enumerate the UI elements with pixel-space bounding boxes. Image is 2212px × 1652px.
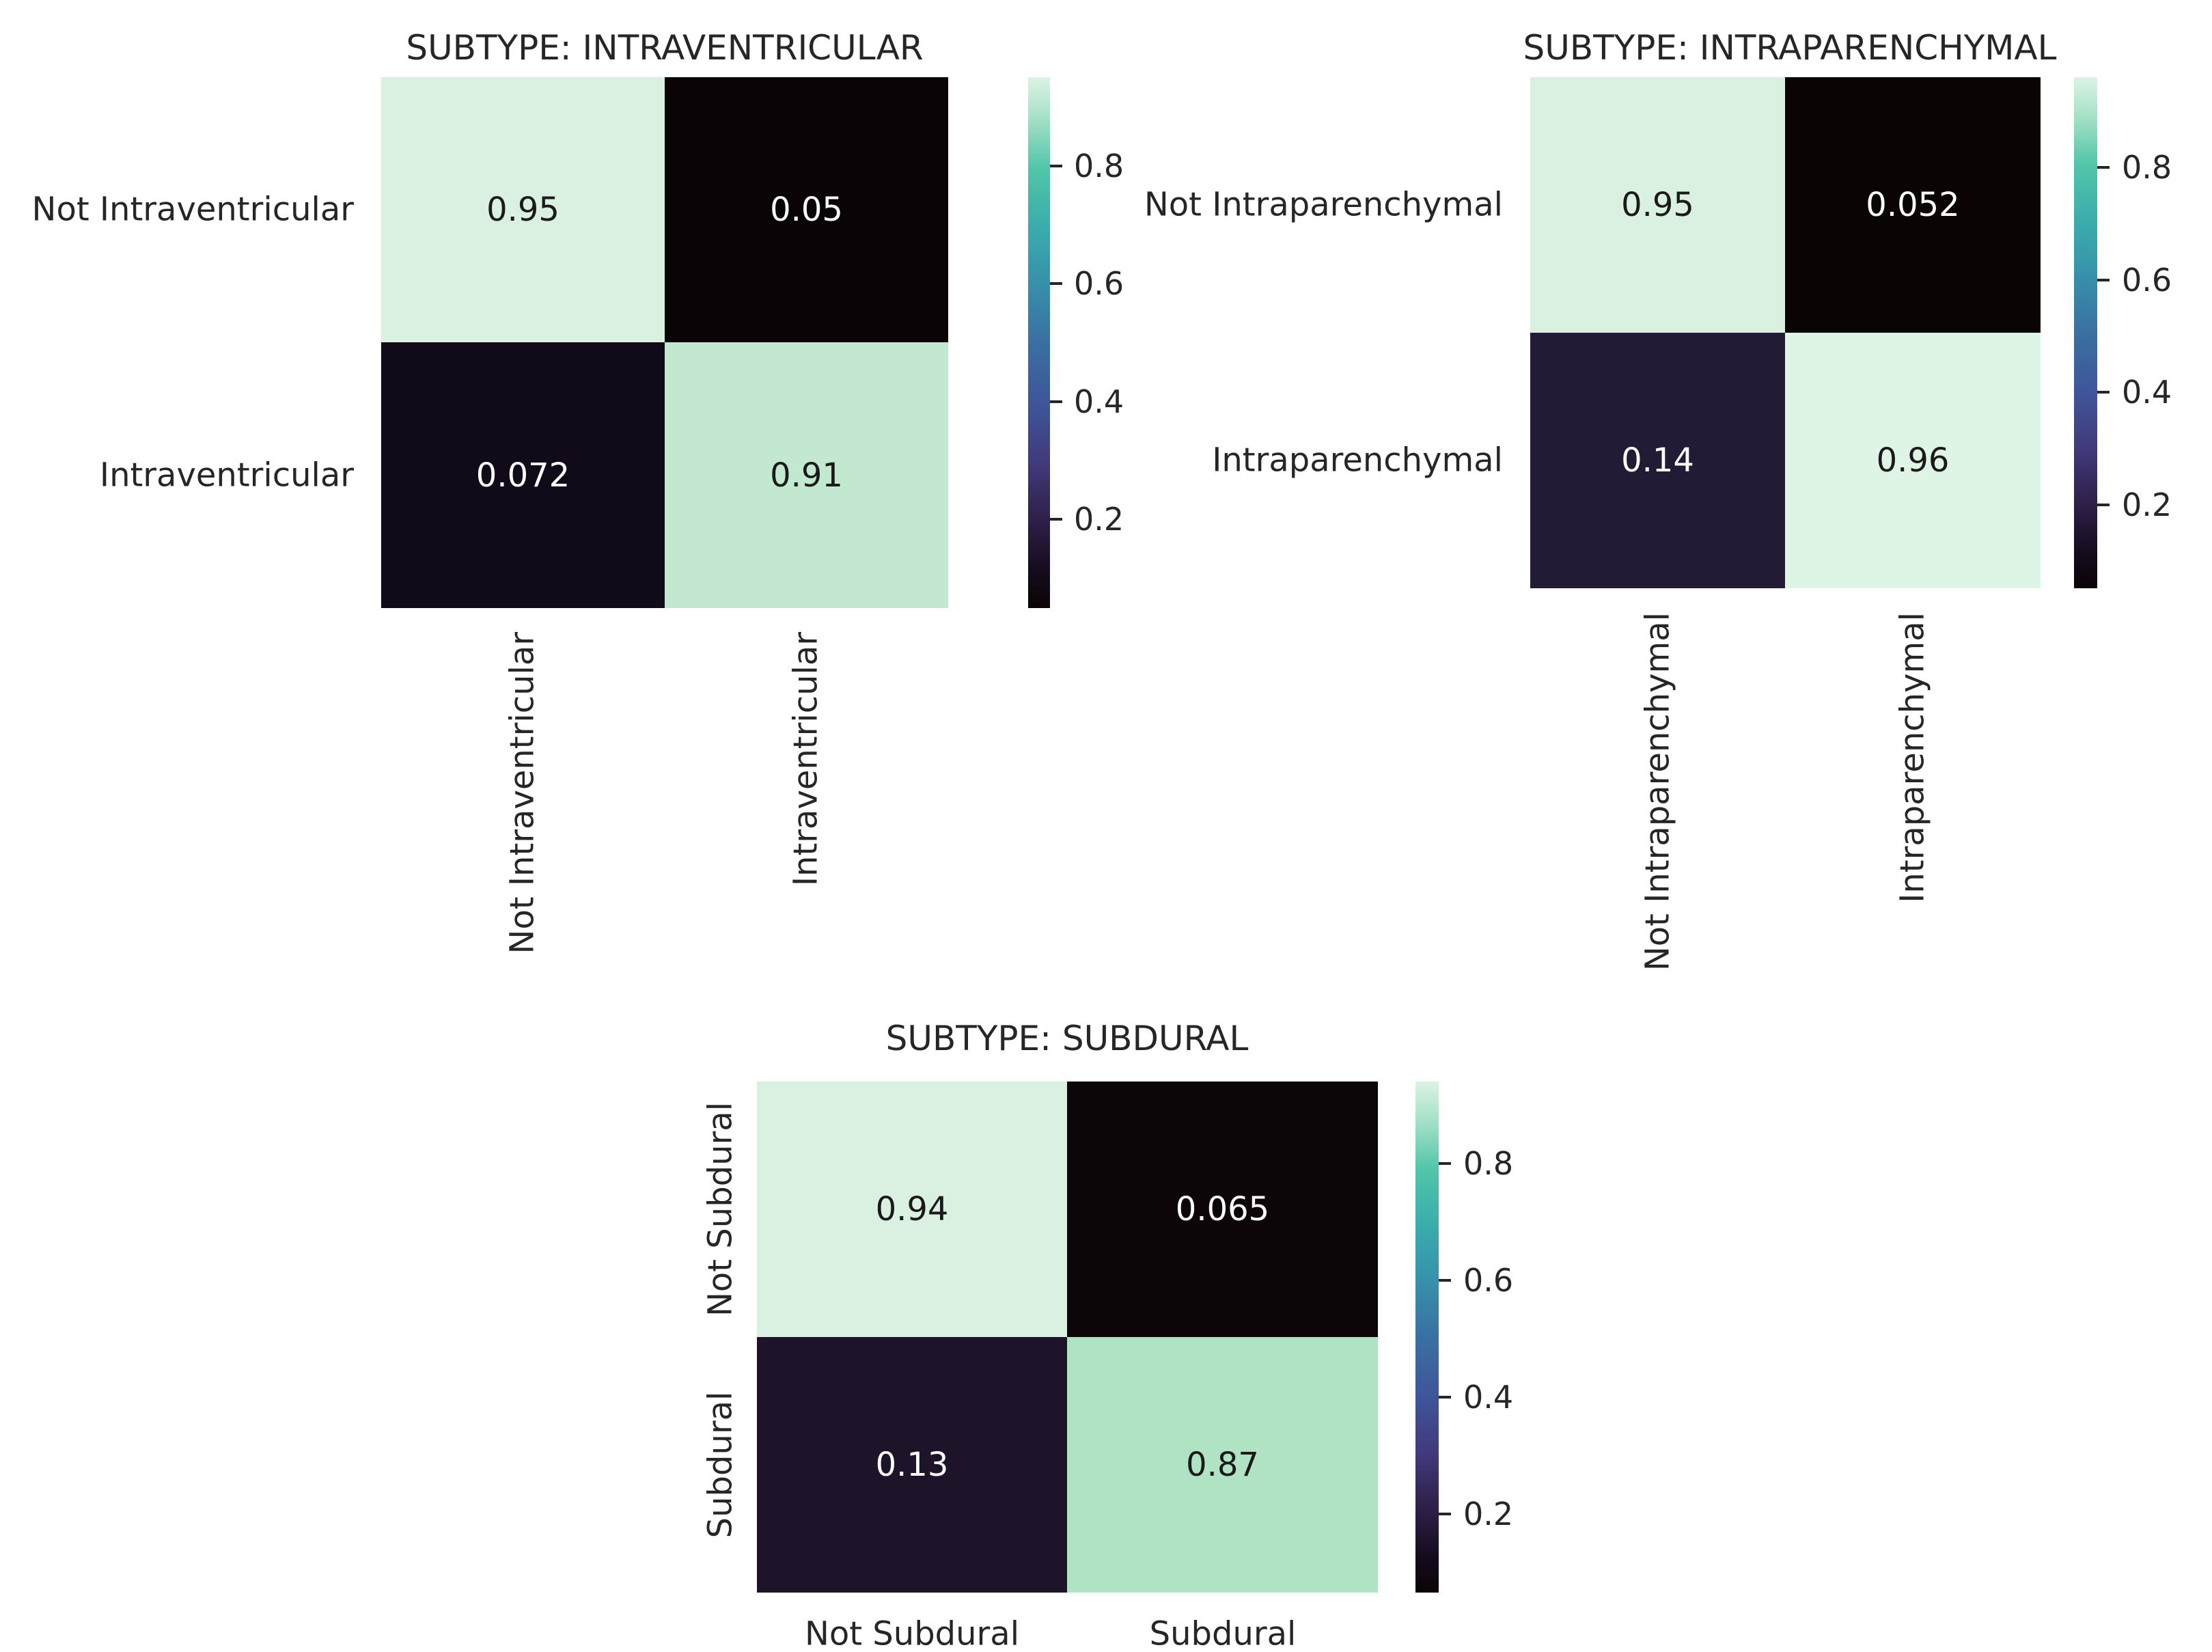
x-tick-label: Intraventricular [786,632,825,887]
cell-value: 0.95 [1621,186,1694,224]
cell-value: 0.91 [770,456,843,495]
colorbar-tick [1439,1396,1451,1399]
y-tick-label: Intraparenchymal [1212,441,1503,480]
x-tick-label: Not Subdural [804,1614,1020,1652]
colorbar-tick [2097,166,2110,169]
heatmap-cell-r0c0: 0.94 [757,1082,1067,1337]
colorbar-tick-label: 0.6 [1074,265,1124,302]
heatmap-cell-r1c1: 0.87 [1067,1337,1378,1593]
colorbar-tick [1050,282,1062,285]
x-tick-label: Not Intraparenchymal [1638,612,1677,972]
heatmap-cell-r1c1: 0.91 [665,342,948,608]
heatmap-intraparenchymal: 0.95 0.052 0.14 0.96 [1530,77,2041,588]
heatmap-cell-r0c1: 0.065 [1067,1082,1378,1337]
colorbar-tick-label: 0.8 [1074,148,1124,184]
cell-value: 0.065 [1175,1190,1270,1228]
colorbar [1028,77,1050,608]
colorbar [2074,77,2097,588]
heatmap-intraventricular: 0.95 0.05 0.072 0.91 [381,77,948,608]
cell-value: 0.05 [770,191,843,229]
cell-value: 0.14 [1621,441,1694,480]
cell-value: 0.95 [486,191,559,229]
heatmap-cell-r1c0: 0.072 [381,342,665,608]
colorbar-tick [1439,1513,1451,1515]
heatmap-cell-r1c0: 0.13 [757,1337,1067,1593]
heatmap-cell-r1c0: 0.14 [1530,333,1785,588]
cell-value: 0.94 [875,1190,949,1228]
colorbar-tick-label: 0.2 [1463,1496,1514,1532]
chart-title-subdural: SUBTYPE: SUBDURAL [885,1019,1249,1058]
cell-value: 0.072 [475,456,570,495]
y-tick-label: Subdural [701,1391,740,1539]
cell-value: 0.87 [1186,1446,1259,1484]
colorbar-tick-label: 0.4 [1074,383,1124,420]
colorbar [1415,1082,1439,1593]
colorbar-tick-label: 0.8 [1463,1145,1514,1182]
x-tick-label: Intraparenchymal [1893,612,1932,903]
colorbar-tick [1050,165,1062,167]
colorbar-tick-label: 0.4 [2122,374,2172,411]
colorbar-tick-label: 0.6 [1463,1262,1514,1299]
colorbar-tick-label: 0.4 [1463,1379,1514,1416]
colorbar-tick-label: 0.8 [2122,149,2172,186]
heatmap-cell-r0c1: 0.052 [1785,77,2041,333]
colorbar-tick [1439,1162,1451,1165]
colorbar-tick-label: 0.6 [2122,262,2172,299]
y-tick-label: Not Intraventricular [31,190,354,229]
x-tick-label: Subdural [1149,1614,1297,1652]
colorbar-tick [1050,518,1062,521]
heatmap-cell-r0c1: 0.05 [665,77,948,342]
chart-title-intraventricular: SUBTYPE: INTRAVENTRICULAR [406,28,924,68]
chart-title-intraparenchymal: SUBTYPE: INTRAPARENCHYMAL [1523,28,2057,68]
colorbar-tick [2097,391,2110,394]
y-tick-label: Not Intraparenchymal [1144,185,1503,224]
cell-value: 0.96 [1876,441,1950,480]
cell-value: 0.052 [1866,186,1960,224]
x-tick-label: Not Intraventricular [503,632,542,954]
heatmap-cell-r0c0: 0.95 [381,77,665,342]
colorbar-tick [1050,400,1062,403]
y-tick-label: Intraventricular [99,456,354,495]
colorbar-tick [2097,504,2110,506]
heatmap-cell-r0c0: 0.95 [1530,77,1785,333]
colorbar-tick-label: 0.2 [2122,486,2172,523]
cell-value: 0.13 [875,1446,949,1484]
colorbar-tick [1439,1279,1451,1282]
heatmap-cell-r1c1: 0.96 [1785,333,2041,588]
colorbar-tick [2097,279,2110,281]
heatmap-subdural: 0.94 0.065 0.13 0.87 [757,1082,1378,1593]
colorbar-tick-label: 0.2 [1074,501,1124,538]
y-tick-label: Not Subdural [701,1101,740,1317]
